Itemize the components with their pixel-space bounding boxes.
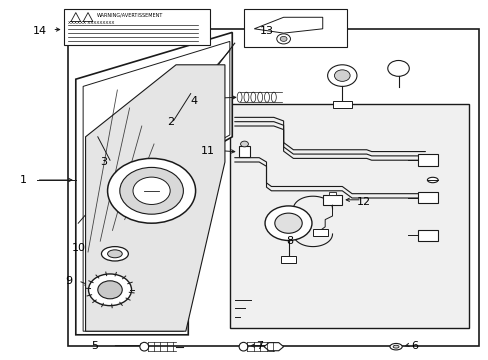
Text: 5: 5: [91, 341, 98, 351]
Circle shape: [387, 60, 408, 76]
Text: 2: 2: [167, 117, 174, 127]
Bar: [68, 29, 478, 346]
Circle shape: [107, 158, 195, 223]
Text: 6: 6: [410, 341, 417, 351]
Ellipse shape: [389, 343, 401, 350]
Text: 13: 13: [259, 26, 273, 36]
Circle shape: [240, 141, 248, 147]
Polygon shape: [254, 17, 322, 33]
Circle shape: [98, 281, 122, 299]
Text: 7: 7: [255, 341, 262, 351]
Circle shape: [88, 274, 131, 306]
Circle shape: [120, 167, 183, 214]
Text: 11: 11: [201, 146, 215, 156]
Bar: [417, 154, 437, 166]
Ellipse shape: [107, 250, 122, 258]
Text: 9: 9: [65, 276, 72, 286]
Ellipse shape: [427, 177, 437, 183]
Text: 14: 14: [32, 26, 46, 36]
Bar: [328, 192, 336, 195]
Circle shape: [276, 34, 290, 44]
Bar: [417, 230, 437, 241]
Ellipse shape: [140, 342, 148, 351]
Text: WARNING/AVERTISSEMENT: WARNING/AVERTISSEMENT: [97, 13, 163, 18]
Text: 4: 4: [190, 96, 198, 106]
Text: 1: 1: [20, 175, 27, 185]
Text: 12: 12: [356, 197, 370, 207]
Polygon shape: [264, 343, 283, 351]
Bar: [63, 9, 210, 45]
Circle shape: [133, 177, 170, 204]
Circle shape: [327, 65, 356, 86]
Polygon shape: [76, 32, 232, 335]
Polygon shape: [85, 65, 224, 331]
Bar: [322, 195, 342, 205]
Bar: [244, 9, 346, 47]
Bar: [281, 256, 295, 263]
Circle shape: [264, 206, 311, 240]
Bar: [229, 104, 468, 328]
Bar: [312, 229, 327, 236]
Text: 3: 3: [101, 157, 107, 167]
Text: XXXXXX XXXXXXXXX: XXXXXX XXXXXXXXX: [68, 21, 115, 25]
Text: 8: 8: [285, 236, 293, 246]
Ellipse shape: [239, 342, 247, 351]
Bar: [332, 101, 351, 108]
Circle shape: [334, 70, 349, 81]
Ellipse shape: [101, 247, 128, 261]
Ellipse shape: [392, 345, 398, 348]
Text: 10: 10: [71, 243, 85, 253]
Circle shape: [274, 213, 302, 233]
Circle shape: [280, 36, 286, 41]
Bar: [417, 192, 437, 203]
Bar: [238, 146, 250, 157]
